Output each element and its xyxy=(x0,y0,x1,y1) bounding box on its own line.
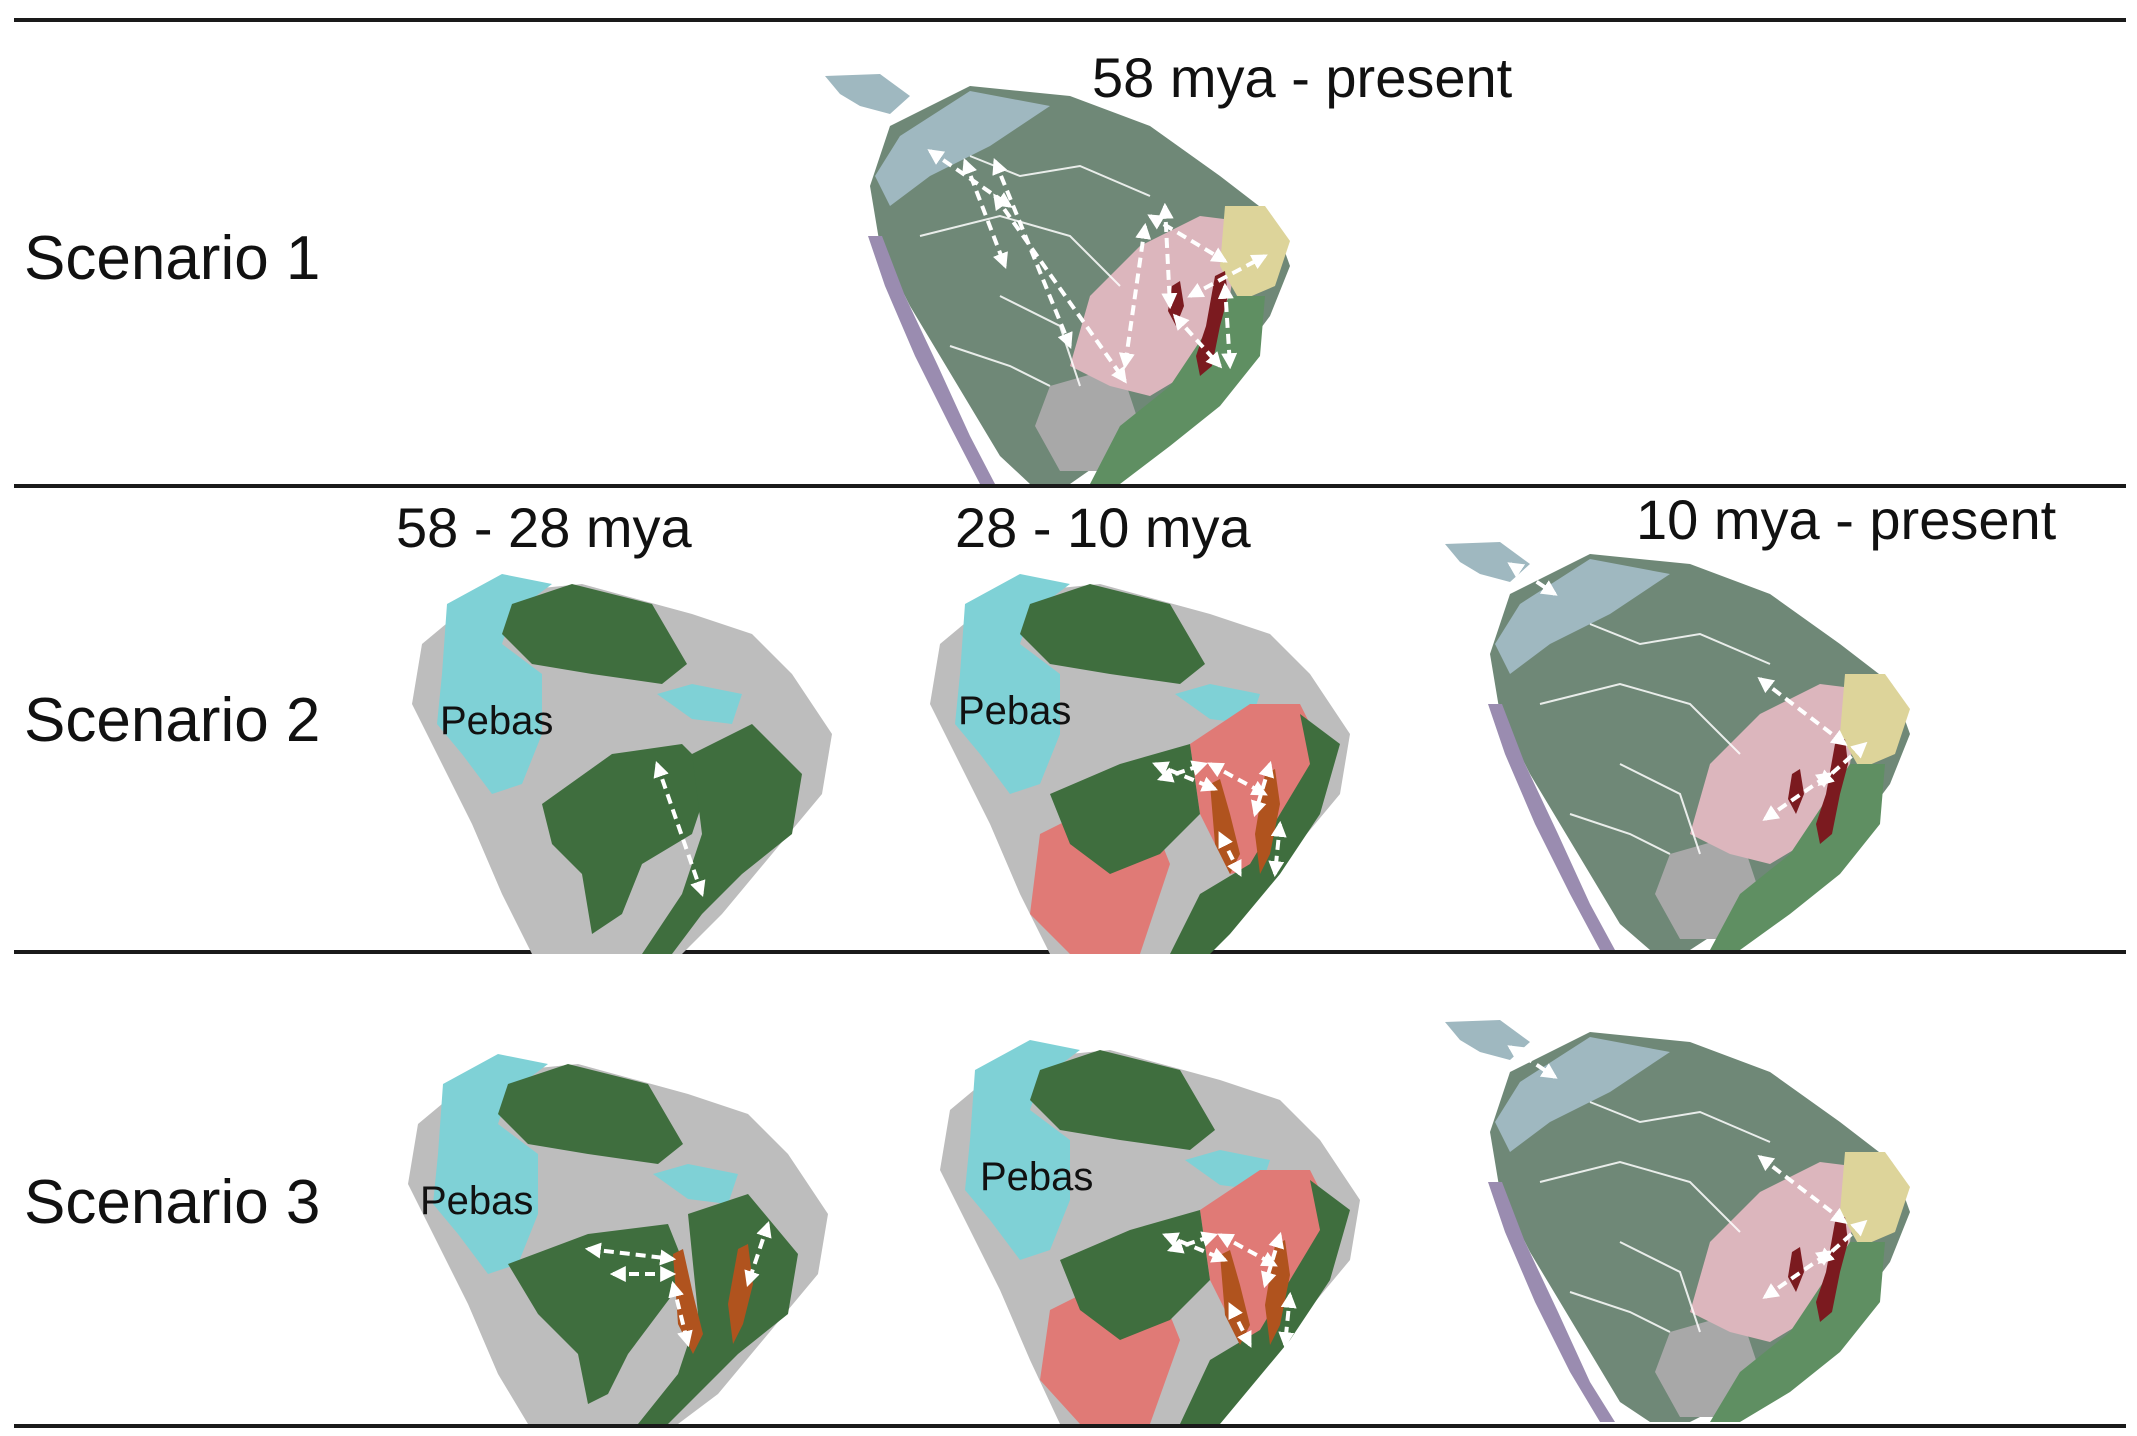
andes-region xyxy=(1488,704,1615,950)
atlantic-forest-paleo xyxy=(1170,714,1340,954)
separator-1 xyxy=(14,484,2126,488)
scenario-1-label: Scenario 1 xyxy=(24,224,321,293)
dispersal-arrow xyxy=(1507,562,1558,596)
dispersal-arrows xyxy=(653,760,706,898)
pebas-lake xyxy=(437,574,552,794)
dispersal-arrows xyxy=(1507,562,1868,821)
modern-map-content xyxy=(825,74,1290,484)
modern-map-svg xyxy=(1445,1020,1910,1422)
modern-map-svg xyxy=(825,74,1290,484)
dispersal-arrows xyxy=(1162,1231,1297,1349)
dispersal-arrow xyxy=(993,193,1127,384)
dispersal-arrow xyxy=(1228,1302,1252,1348)
dispersal-arrow xyxy=(1268,820,1287,878)
central-america-landmass xyxy=(825,74,910,114)
dispersal-arrow xyxy=(1261,1231,1284,1289)
modern-map-content xyxy=(1445,1020,1910,1422)
dispersal-arrow xyxy=(1218,831,1242,877)
modern-map-content xyxy=(1445,542,1910,950)
andes-region xyxy=(1488,1182,1615,1422)
paleo-map-svg: Pebas xyxy=(408,1054,828,1424)
pebas-label: Pebas xyxy=(958,689,1071,733)
andes-region xyxy=(868,236,995,484)
dispersal-arrow xyxy=(1156,760,1209,783)
dispersal-arrow xyxy=(962,158,1008,269)
dispersal-arrow xyxy=(744,1220,772,1288)
dispersal-arrows xyxy=(1507,1045,1868,1299)
dispersal-arrow xyxy=(1187,254,1268,298)
dispersal-arrow xyxy=(1172,313,1223,369)
atlantic-forest-region xyxy=(1710,764,1885,950)
separator-top xyxy=(14,18,2126,22)
pebas-label: Pebas xyxy=(420,1179,533,1223)
paleo-map-s2-58-28: Pebas xyxy=(392,574,852,954)
dispersal-arrow xyxy=(1757,677,1848,746)
dispersal-arrow xyxy=(1817,741,1868,787)
period-label-28-10: 28 - 10 mya xyxy=(955,496,1251,559)
scenario-3-label: Scenario 3 xyxy=(24,1168,321,1237)
central-america-landmass xyxy=(1445,542,1530,582)
andean-forest-region xyxy=(1495,1037,1670,1152)
country-borders xyxy=(1539,623,1771,855)
paleo-map-svg: Pebas xyxy=(940,1040,1360,1424)
pebas-label: Pebas xyxy=(980,1155,1093,1199)
andean-forest-region xyxy=(1495,559,1670,674)
paleo-map-svg: Pebas xyxy=(412,574,832,954)
separator-bottom xyxy=(14,1424,2126,1428)
dispersal-arrows xyxy=(584,1220,772,1348)
coastal-marine-inlet xyxy=(657,684,742,724)
dispersal-arrow xyxy=(653,760,706,898)
atlantic-forest-paleo xyxy=(1180,1180,1350,1424)
period-label-10-present: 10 mya - present xyxy=(1636,488,2057,551)
guiana-shield-forest xyxy=(1020,584,1205,684)
guiana-shield-forest xyxy=(502,584,687,684)
dispersal-arrow xyxy=(668,1280,693,1348)
guiana-shield-forest xyxy=(498,1064,683,1164)
pebas-label: Pebas xyxy=(440,699,553,743)
paleo-map-s3-58-28: Pebas xyxy=(388,1054,848,1424)
dispersal-arrows xyxy=(927,149,1268,384)
guiana-shield-forest xyxy=(1030,1050,1215,1150)
dispersal-arrow xyxy=(1251,760,1274,818)
dispersal-arrow xyxy=(1217,282,1238,370)
modern-map-scenario1 xyxy=(820,66,1340,484)
modern-map-scenario2 xyxy=(1440,534,1960,950)
dispersal-arrow xyxy=(1147,214,1228,263)
period-label-58-28: 58 - 28 mya xyxy=(396,496,692,559)
pebas-lake xyxy=(433,1054,548,1274)
paleo-map-s3-28-10: Pebas xyxy=(920,1040,1380,1424)
paleo-map-s2-28-10: Pebas xyxy=(910,574,1370,954)
dispersal-arrow xyxy=(1166,1231,1219,1254)
modern-map-svg xyxy=(1445,542,1910,950)
andean-forest-region xyxy=(875,91,1050,206)
country-borders xyxy=(1539,1101,1771,1333)
dispersal-arrow xyxy=(584,1242,677,1266)
dispersal-arrow xyxy=(1118,222,1152,370)
dispersal-arrow xyxy=(1507,1045,1558,1079)
scenario-2-label: Scenario 2 xyxy=(24,686,321,755)
coastal-marine-inlet xyxy=(653,1164,738,1204)
dispersal-arrows xyxy=(1152,760,1287,878)
period-label-scenario1: 58 mya - present xyxy=(1092,46,1513,109)
modern-map-scenario3 xyxy=(1440,1012,1960,1422)
paleo-map-svg: Pebas xyxy=(930,574,1350,954)
dispersal-arrow xyxy=(1757,1155,1848,1224)
dispersal-arrow xyxy=(1278,1291,1297,1349)
pebas-lake xyxy=(955,574,1070,794)
dispersal-arrow xyxy=(1817,1219,1868,1265)
pebas-lake xyxy=(965,1040,1080,1260)
dispersal-arrow xyxy=(1157,202,1178,310)
atlantic-forest-region xyxy=(1710,1242,1885,1422)
